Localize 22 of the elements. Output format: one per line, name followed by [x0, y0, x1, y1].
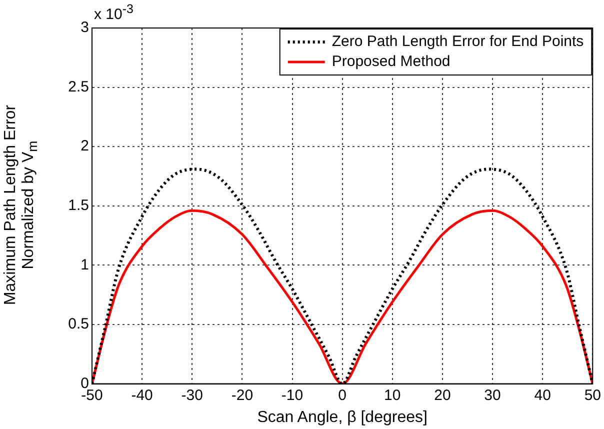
text: x 10$^{-3}$ [94, 2, 134, 23]
x-tick-label: -30 [181, 386, 203, 404]
y-tick-label: 2.5 [68, 78, 89, 96]
legend-label: Proposed Method [332, 53, 450, 70]
x-tick-label: -10 [281, 386, 304, 404]
x-tick-label: 20 [434, 386, 451, 404]
x-tick-label: 50 [584, 386, 601, 404]
y-tick-label: 0.5 [68, 316, 89, 333]
x-tick-label: 30 [484, 386, 501, 404]
x-axis-title: Scan Angle, β [degrees] [257, 408, 428, 426]
legend-label: Zero Path Length Error for End Points [332, 33, 584, 50]
y-tick-label: 3 [80, 19, 89, 36]
y-tick-label: 2 [80, 138, 89, 155]
y-tick-label: 1.5 [68, 197, 89, 214]
y-tick-label: 1 [80, 256, 89, 274]
x-tick-label: 10 [384, 386, 401, 404]
line-series [92, 209, 593, 384]
x-tick-label: 40 [534, 386, 551, 404]
x-tick-label: -40 [131, 386, 153, 404]
x-tick-label: -20 [231, 386, 254, 404]
x-tick-label: 0 [338, 386, 346, 404]
x-tick-label: -50 [81, 386, 103, 404]
